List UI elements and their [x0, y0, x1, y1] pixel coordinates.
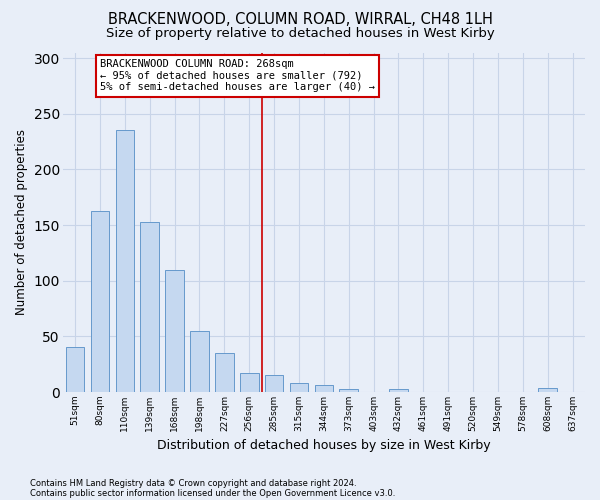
- Bar: [91, 210, 109, 392]
- Bar: [290, 383, 308, 392]
- Bar: [140, 222, 159, 392]
- Bar: [389, 388, 408, 392]
- X-axis label: Distribution of detached houses by size in West Kirby: Distribution of detached houses by size …: [157, 440, 491, 452]
- Bar: [190, 331, 209, 392]
- Bar: [215, 353, 233, 392]
- Bar: [116, 130, 134, 392]
- Bar: [166, 270, 184, 392]
- Text: Size of property relative to detached houses in West Kirby: Size of property relative to detached ho…: [106, 28, 494, 40]
- Text: BRACKENWOOD, COLUMN ROAD, WIRRAL, CH48 1LH: BRACKENWOOD, COLUMN ROAD, WIRRAL, CH48 1…: [107, 12, 493, 28]
- Bar: [340, 388, 358, 392]
- Bar: [240, 373, 259, 392]
- Text: Contains HM Land Registry data © Crown copyright and database right 2024.: Contains HM Land Registry data © Crown c…: [30, 478, 356, 488]
- Text: BRACKENWOOD COLUMN ROAD: 268sqm
← 95% of detached houses are smaller (792)
5% of: BRACKENWOOD COLUMN ROAD: 268sqm ← 95% of…: [100, 59, 375, 92]
- Bar: [265, 376, 283, 392]
- Bar: [538, 388, 557, 392]
- Bar: [314, 386, 333, 392]
- Bar: [66, 348, 85, 392]
- Y-axis label: Number of detached properties: Number of detached properties: [15, 130, 28, 316]
- Text: Contains public sector information licensed under the Open Government Licence v3: Contains public sector information licen…: [30, 488, 395, 498]
